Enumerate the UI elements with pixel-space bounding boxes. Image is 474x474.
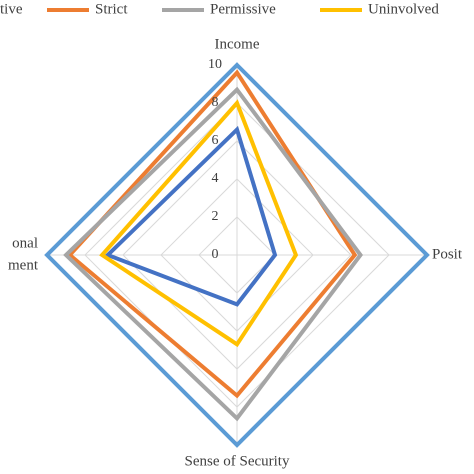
axis-label: Income bbox=[215, 36, 260, 52]
axis-label: Sense of Security bbox=[185, 453, 290, 469]
axis-label: Posit bbox=[432, 246, 463, 262]
tick-label: 4 bbox=[212, 171, 219, 186]
legend-label: Uninvolved bbox=[368, 1, 439, 17]
axis-label: onal bbox=[12, 235, 38, 251]
legend-label: Strict bbox=[95, 1, 128, 17]
series-line bbox=[44, 62, 430, 448]
axis-label: ment bbox=[8, 257, 39, 273]
tick-label: 2 bbox=[212, 209, 219, 224]
tick-label: 0 bbox=[212, 247, 219, 262]
series-line bbox=[104, 125, 278, 307]
series-line bbox=[63, 86, 364, 422]
series-line bbox=[99, 99, 299, 348]
legend-label: Permissive bbox=[210, 1, 276, 17]
series-line bbox=[66, 69, 358, 399]
tick-label: 6 bbox=[212, 133, 219, 148]
tick-label: 8 bbox=[212, 95, 219, 110]
legend-label: tive bbox=[0, 1, 23, 17]
tick-label: 10 bbox=[208, 57, 222, 72]
